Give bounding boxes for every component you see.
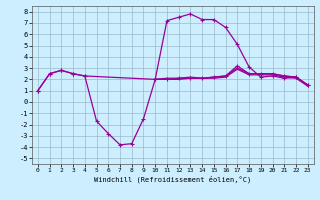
X-axis label: Windchill (Refroidissement éolien,°C): Windchill (Refroidissement éolien,°C) [94,176,252,183]
